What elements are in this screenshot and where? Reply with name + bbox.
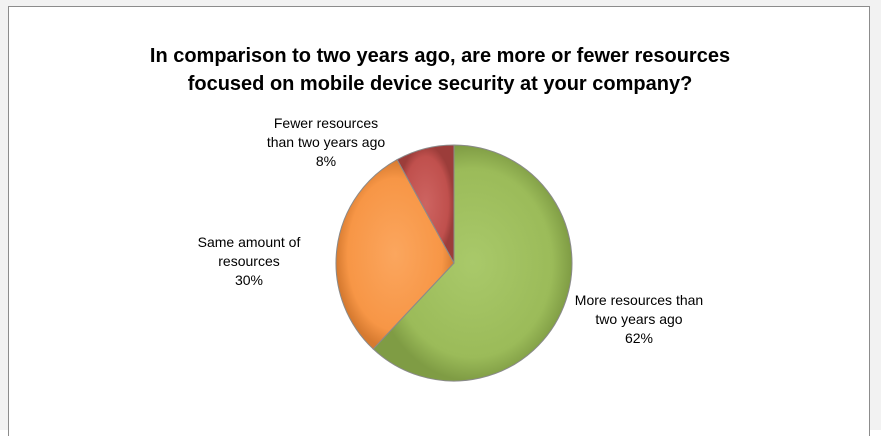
- pie-chart: [335, 144, 573, 382]
- slice-label-fewer-resources: Fewer resources than two years ago 8%: [231, 114, 421, 171]
- chart-title-line-1: In comparison to two years ago, are more…: [149, 45, 731, 67]
- chart-title: In comparison to two years ago, are more…: [9, 42, 871, 98]
- slice-label-same-line-1: Same amount of: [197, 234, 301, 250]
- pie-slices: [335, 144, 573, 382]
- slice-label-more-line-2: two years ago: [595, 311, 683, 327]
- slice-label-more-line-1: More resources than: [574, 292, 704, 308]
- slice-label-fewer-line-1: Fewer resources: [273, 115, 379, 131]
- slice-label-same-value: 30%: [234, 272, 264, 288]
- chart-area: In comparison to two years ago, are more…: [8, 6, 870, 436]
- chart-title-line-2: focused on mobile device security at you…: [187, 73, 693, 95]
- slice-label-fewer-line-2: than two years ago: [266, 134, 386, 150]
- slice-label-fewer-value: 8%: [315, 153, 337, 169]
- slice-label-same-amount: Same amount of resources 30%: [174, 233, 324, 290]
- slice-label-more-resources: More resources than two years ago 62%: [544, 291, 734, 348]
- pie-slice-more-resources: [372, 144, 573, 382]
- slice-label-more-value: 62%: [624, 330, 654, 346]
- pie-slice-same-amount: [335, 158, 455, 350]
- pie-slice-fewer-resources: [396, 144, 455, 264]
- slice-label-same-line-2: resources: [218, 253, 280, 269]
